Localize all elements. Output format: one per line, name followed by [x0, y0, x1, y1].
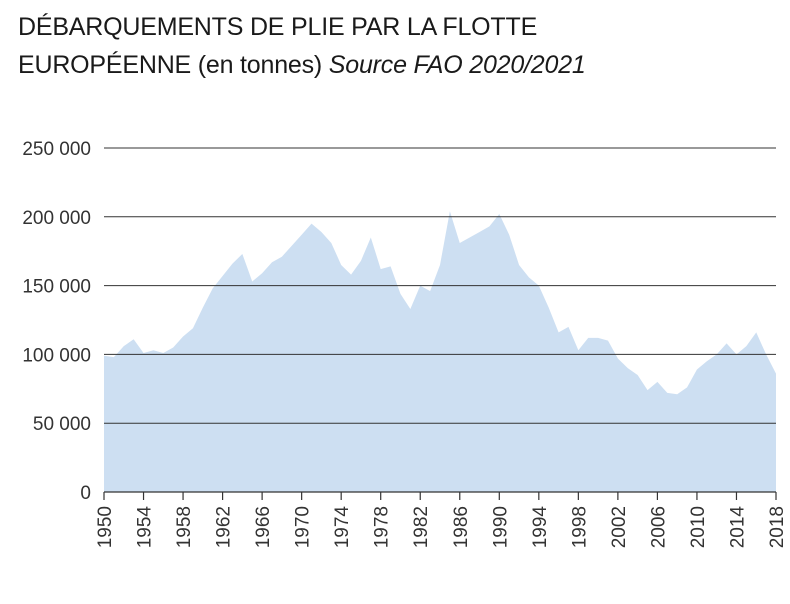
x-tick-label: 1998: [569, 506, 590, 548]
y-axis-labels: 0 50 000 100 000 150 000 200 000 250 000: [22, 139, 91, 504]
x-tick-label: 1982: [411, 506, 432, 548]
x-tick-label: 1994: [530, 506, 551, 549]
x-tick-label: 2010: [688, 506, 709, 548]
y-tick-label: 200 000: [22, 208, 91, 229]
x-axis: 1950 1954 1958 1962 1966 1970 1974 1978 1982 1986…: [95, 491, 788, 549]
chart-title: DÉBARQUEMENTS DE PLIE PAR LA FLOTTE EURO…: [18, 8, 586, 84]
y-tick-label: 250 000: [22, 139, 91, 160]
x-tick-label: 1986: [451, 506, 472, 548]
area-series: [104, 211, 776, 493]
x-tick-label: 1970: [293, 506, 314, 548]
x-tick-label: 1958: [174, 506, 195, 548]
title-source: Source FAO 2020/2021: [328, 51, 586, 79]
x-tick-label: 1966: [253, 506, 274, 548]
x-tick-label: 2014: [727, 506, 748, 549]
y-tick-label: 150 000: [22, 277, 91, 298]
x-tick-label: 1974: [332, 506, 353, 549]
x-tick-label: 1954: [135, 506, 156, 549]
title-line-1: DÉBARQUEMENTS DE PLIE PAR LA FLOTTE: [18, 13, 538, 41]
x-tick-label: 1950: [95, 506, 116, 548]
x-tick-label: 1978: [372, 506, 393, 548]
title-line-2: EUROPÉENNE (en tonnes) Source FAO 2020/2…: [18, 46, 586, 84]
y-tick-label: 100 000: [22, 345, 91, 366]
y-tick-label: 0: [80, 483, 91, 504]
title-main: EUROPÉENNE (en tonnes): [18, 51, 329, 79]
x-tick-label: 1990: [490, 506, 511, 548]
x-tick-label: 1962: [214, 506, 235, 548]
area-layer: [104, 211, 776, 493]
x-tick-label: 2002: [609, 506, 630, 548]
grid-layer: [104, 147, 776, 424]
y-tick-label: 50 000: [33, 414, 91, 435]
x-tick-label: 2006: [648, 506, 669, 548]
x-tick-label: 2018: [767, 506, 788, 548]
